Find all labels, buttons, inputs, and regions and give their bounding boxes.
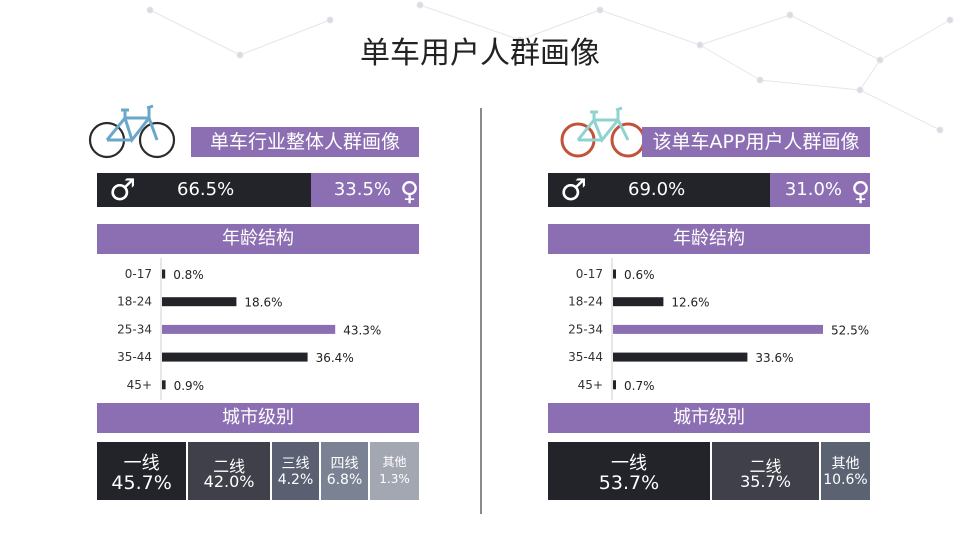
female-icon: ♀	[850, 177, 870, 207]
city-level-percent: 4.2%	[277, 472, 314, 488]
bicycle-icon	[560, 106, 646, 158]
page-title: 单车用户人群画像	[360, 36, 600, 71]
age-bar	[162, 352, 308, 362]
age-chart: 0-17 0.8% 18-24 18.6% 25-34 43.3% 35-44 36.4% 45…	[117, 258, 381, 400]
panel-app: 该单车APP用户人群画像 ♂ 69.0% 31.0% ♀ 年龄结构 0-17 0.…	[548, 0, 878, 540]
city-level-name: 二线	[749, 457, 782, 476]
city-segment: 一线 45.7%	[97, 442, 187, 500]
panel-header: 该单车APP用户人群画像	[642, 127, 870, 157]
city-level-percent: 6.8%	[326, 472, 363, 488]
city-level-percent: 45.7%	[111, 472, 172, 494]
age-value-label: 33.6%	[755, 351, 793, 365]
age-category-label: 18-24	[117, 295, 152, 309]
age-value-label: 52.5%	[831, 323, 869, 337]
age-bar	[613, 380, 616, 390]
male-percent: 69.0%	[628, 179, 686, 200]
age-category-label: 35-44	[117, 350, 152, 364]
city-level-percent: 35.7%	[740, 472, 791, 491]
panel-header: 单车行业整体人群画像	[191, 127, 419, 157]
gender-bar: ♂ 69.0% 31.0% ♀	[548, 173, 870, 208]
age-category-label: 18-24	[568, 295, 603, 309]
age-bar	[162, 297, 237, 307]
age-category-label: 25-34	[117, 322, 152, 336]
age-category-label: 0-17	[576, 267, 603, 281]
age-bar	[613, 297, 664, 307]
city-level-percent: 42.0%	[203, 472, 255, 491]
age-value-label: 0.8%	[173, 268, 204, 282]
female-segment: 33.5% ♀	[311, 173, 419, 207]
city-level-name: 一线	[610, 453, 647, 474]
age-bar	[162, 269, 166, 279]
city-segment: 二线 35.7%	[711, 442, 819, 500]
age-bar	[613, 352, 748, 362]
age-category-label: 45+	[578, 378, 603, 392]
male-segment: ♂ 66.5%	[97, 173, 311, 208]
age-bar	[613, 269, 616, 279]
age-bar	[162, 380, 166, 390]
age-value-label: 43.3%	[343, 323, 381, 337]
age-category-label: 0-17	[125, 267, 152, 281]
age-chart: 0-17 0.6% 18-24 12.6% 25-34 52.5% 35-44 33.6% 45…	[568, 258, 869, 400]
city-level-percent: 53.7%	[598, 472, 660, 494]
city-level-name: 其他	[831, 456, 860, 472]
city-level-name: 三线	[281, 456, 310, 472]
bicycle-icon	[88, 104, 176, 159]
age-value-label: 0.7%	[624, 379, 655, 393]
city-level-header: 城市级别	[97, 403, 419, 433]
female-segment: 31.0% ♀	[770, 173, 870, 207]
city-segment: 一线 53.7%	[548, 442, 710, 500]
age-category-label: 35-44	[568, 350, 603, 364]
city-level-name: 四线	[330, 456, 359, 472]
gender-bar: ♂ 66.5% 33.5% ♀	[97, 173, 419, 208]
age-structure-header: 年龄结构	[97, 224, 419, 254]
age-value-label: 36.4%	[316, 351, 354, 365]
age-structure-header: 年龄结构	[548, 224, 870, 254]
age-bar	[613, 324, 823, 334]
city-level-name: 一线	[123, 453, 160, 474]
city-level-name: 其他	[382, 455, 407, 469]
age-value-label: 18.6%	[244, 296, 282, 310]
age-bar	[162, 324, 336, 334]
age-value-label: 0.6%	[624, 268, 655, 282]
city-level-chart: 一线 53.7% 二线 35.7% 其他 10.6%	[548, 442, 870, 500]
city-segment: 二线 42.0%	[188, 442, 270, 500]
male-segment: ♂ 69.0%	[548, 173, 770, 208]
age-value-label: 0.9%	[174, 379, 205, 393]
male-percent: 66.5%	[177, 179, 235, 200]
city-segment: 四线 6.8%	[321, 442, 368, 500]
city-segment: 其他 10.6%	[821, 442, 870, 500]
age-category-label: 25-34	[568, 322, 603, 336]
female-percent: 31.0%	[784, 179, 842, 200]
city-segment: 其他 1.3%	[370, 442, 419, 500]
city-level-chart: 一线 45.7% 二线 42.0% 三线 4.2% 四线 6.8% 其他 1.3%	[97, 442, 419, 500]
city-level-percent: 1.3%	[379, 472, 410, 486]
city-level-name: 二线	[213, 457, 246, 476]
panel-industry: 单车行业整体人群画像 ♂ 66.5% 33.5% ♀ 年龄结构 0-17 0.8%…	[88, 0, 427, 540]
city-segment: 三线 4.2%	[272, 442, 319, 500]
male-icon: ♂	[560, 173, 587, 208]
age-category-label: 45+	[127, 378, 152, 392]
center-divider	[480, 108, 482, 514]
city-level-percent: 10.6%	[823, 472, 868, 488]
female-icon: ♀	[399, 177, 419, 207]
male-icon: ♂	[109, 173, 136, 208]
age-value-label: 12.6%	[671, 296, 709, 310]
female-percent: 33.5%	[333, 179, 391, 200]
city-level-header: 城市级别	[548, 403, 870, 433]
